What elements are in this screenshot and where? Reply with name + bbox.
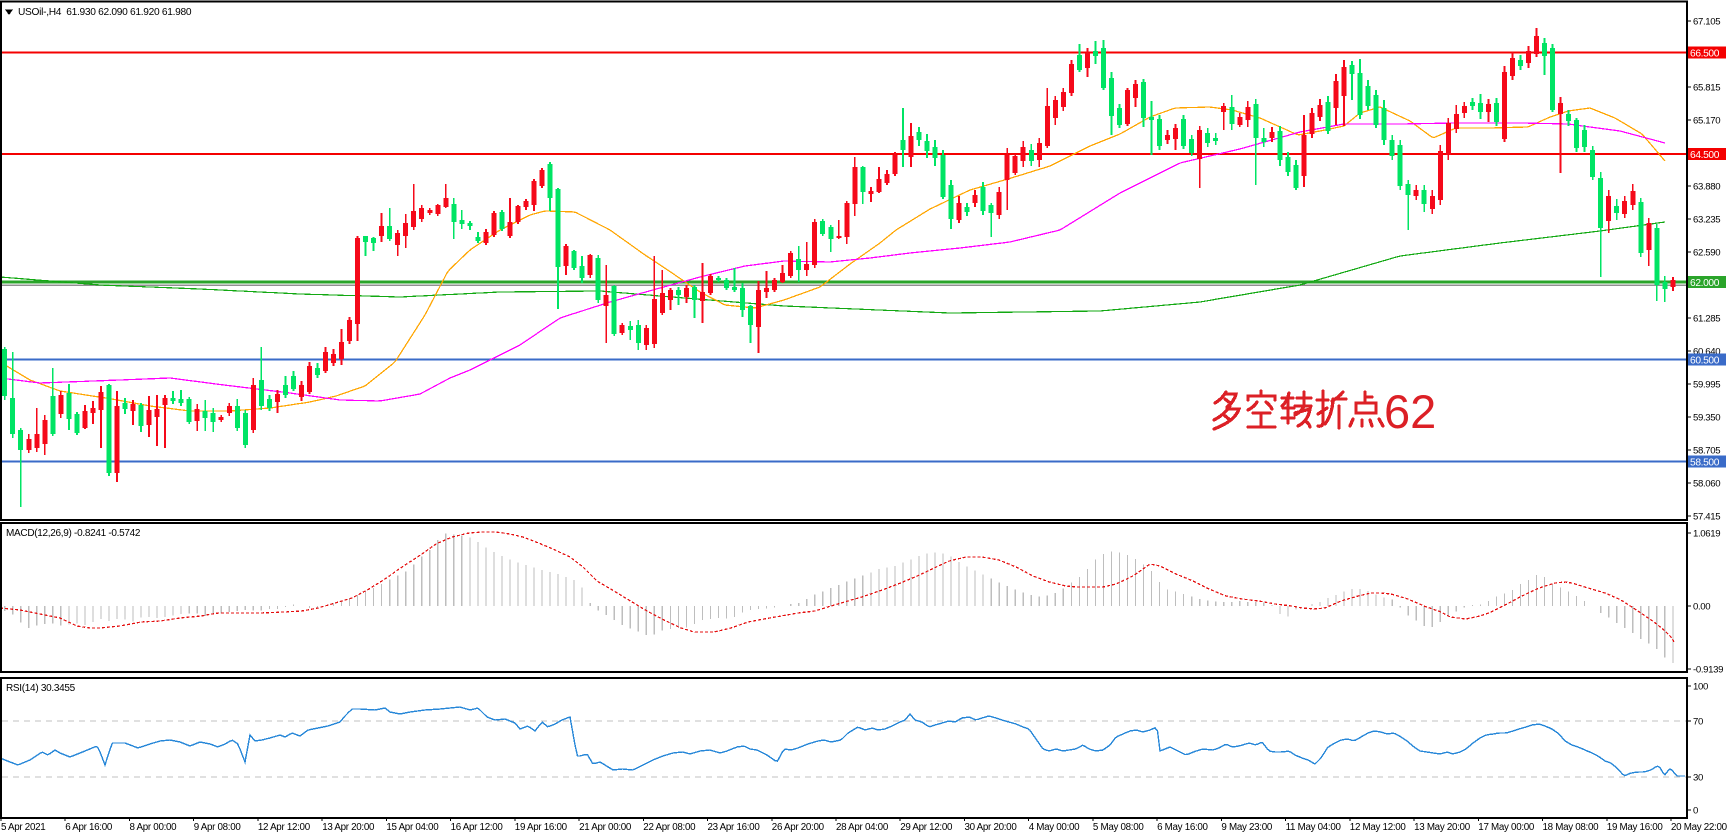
svg-text:11 May 04:00: 11 May 04:00 [1286,822,1342,833]
svg-text:21 Apr 00:00: 21 Apr 00:00 [579,822,632,833]
svg-text:62.000: 62.000 [1690,278,1720,289]
svg-text:61.285: 61.285 [1693,314,1720,325]
svg-text:5 May 08:00: 5 May 08:00 [1093,822,1144,833]
svg-text:70: 70 [1693,717,1703,728]
svg-text:67.105: 67.105 [1693,17,1720,28]
svg-text:1.0619: 1.0619 [1693,529,1720,540]
svg-text:57.415: 57.415 [1693,512,1720,523]
svg-text:58.500: 58.500 [1690,457,1720,468]
svg-text:16 Apr 12:00: 16 Apr 12:00 [451,822,504,833]
svg-text:66.500: 66.500 [1690,48,1720,59]
svg-text:64.500: 64.500 [1690,150,1720,161]
svg-text:20 May 22:00: 20 May 22:00 [1671,822,1728,833]
svg-text:18 May 08:00: 18 May 08:00 [1543,822,1600,833]
svg-text:12 Apr 12:00: 12 Apr 12:00 [258,822,311,833]
svg-text:29 Apr 12:00: 29 Apr 12:00 [900,822,953,833]
svg-text:26 Apr 20:00: 26 Apr 20:00 [772,822,825,833]
svg-text:MACD(12,26,9) -0.8241 -0.5742: MACD(12,26,9) -0.8241 -0.5742 [6,528,141,539]
svg-text:63.880: 63.880 [1693,182,1720,193]
svg-text:58.705: 58.705 [1693,446,1720,457]
svg-text:6 May 16:00: 6 May 16:00 [1157,822,1208,833]
svg-text:30 Apr 20:00: 30 Apr 20:00 [965,822,1018,833]
svg-text:17 May 00:00: 17 May 00:00 [1478,822,1535,833]
svg-text:19 May 16:00: 19 May 16:00 [1607,822,1664,833]
svg-text:28 Apr 04:00: 28 Apr 04:00 [836,822,889,833]
svg-text:62: 62 [1384,385,1436,438]
svg-text:59.995: 59.995 [1693,380,1720,391]
svg-text:59.350: 59.350 [1693,413,1720,424]
svg-text:30: 30 [1693,773,1703,784]
svg-text:65.815: 65.815 [1693,83,1720,94]
svg-text:60.640: 60.640 [1693,347,1720,358]
svg-text:65.170: 65.170 [1693,116,1720,127]
svg-text:13 Apr 20:00: 13 Apr 20:00 [322,822,375,833]
svg-text:62.590: 62.590 [1693,248,1720,259]
svg-text:13 May 20:00: 13 May 20:00 [1414,822,1471,833]
svg-text:RSI(14) 30.3455: RSI(14) 30.3455 [6,683,76,694]
svg-text:60.500: 60.500 [1690,355,1720,366]
svg-text:22 Apr 08:00: 22 Apr 08:00 [643,822,696,833]
svg-text:15 Apr 04:00: 15 Apr 04:00 [386,822,439,833]
svg-text:58.060: 58.060 [1693,479,1720,490]
svg-text:8 Apr 00:00: 8 Apr 00:00 [130,822,178,833]
svg-text:9 May 23:00: 9 May 23:00 [1221,822,1272,833]
svg-text:4 May 00:00: 4 May 00:00 [1029,822,1080,833]
svg-text:63.235: 63.235 [1693,215,1720,226]
svg-text:12 May 12:00: 12 May 12:00 [1350,822,1407,833]
svg-text:100: 100 [1693,682,1708,693]
svg-text:0: 0 [1693,806,1698,817]
svg-text:23 Apr 16:00: 23 Apr 16:00 [708,822,761,833]
svg-text:9 Apr 08:00: 9 Apr 08:00 [194,822,242,833]
svg-text:-0.9139: -0.9139 [1693,665,1723,676]
svg-text:0.00: 0.00 [1693,602,1710,613]
svg-text:5 Apr 2021: 5 Apr 2021 [1,822,45,833]
svg-text:6 Apr 16:00: 6 Apr 16:00 [65,822,113,833]
svg-text:USOil-,H4 61.930 62.090 61.92: USOil-,H4 61.930 62.090 61.920 61.980 [18,7,192,18]
svg-text:19 Apr 16:00: 19 Apr 16:00 [515,822,568,833]
